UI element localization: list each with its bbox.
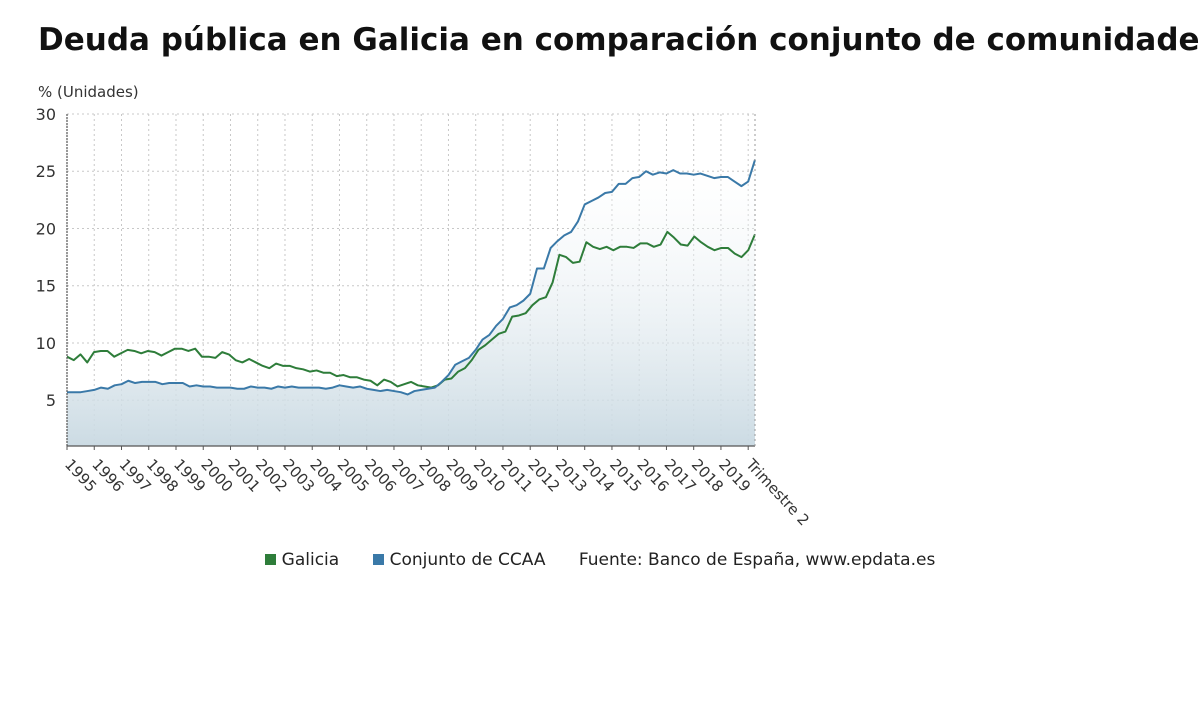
series-line-galicia xyxy=(66,230,756,389)
chart-title: Deuda pública en Galicia en comparación … xyxy=(38,22,1200,58)
source-note: Fuente: Banco de España, www.epdata.es xyxy=(578,550,936,570)
area-conjunto-ccaa xyxy=(67,159,755,447)
legend-item-ccaa[interactable]: Conjunto de CCAA xyxy=(372,550,546,570)
axes xyxy=(66,114,756,447)
legend-label-ccaa: Conjunto de CCAA xyxy=(389,550,546,570)
y-tick-label: 15 xyxy=(36,277,56,296)
y-tick-label: 20 xyxy=(36,219,56,238)
legend: Galicia Conjunto de CCAA Fuente: Banco d… xyxy=(0,550,1200,570)
legend-swatch-galicia xyxy=(264,553,276,565)
series-lines xyxy=(66,159,756,396)
y-tick-label: 10 xyxy=(36,334,56,353)
series-line-conjunto-de-ccaa xyxy=(67,159,756,396)
legend-item-galicia[interactable]: Galicia xyxy=(264,550,340,570)
legend-label-galicia: Galicia xyxy=(281,550,340,570)
area-fill xyxy=(67,159,755,447)
y-tick-label: 5 xyxy=(46,391,56,410)
y-ticks: 5 10 15 20 25 30 xyxy=(36,105,56,410)
x-tick-label: Trimestre 2 xyxy=(742,455,813,530)
x-ticks: 1995199619971998199920002001200220032004… xyxy=(61,446,813,529)
y-tick-label: 25 xyxy=(36,162,56,181)
legend-swatch-ccaa xyxy=(372,553,384,565)
y-axis-label: % (Unidades) xyxy=(38,83,139,101)
y-tick-label: 30 xyxy=(36,105,56,124)
